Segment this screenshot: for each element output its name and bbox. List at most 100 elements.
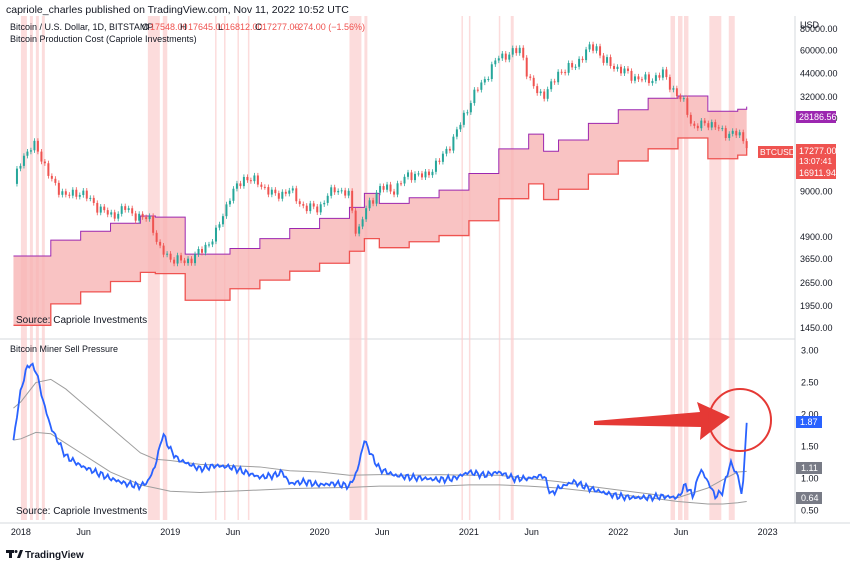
price-candle xyxy=(54,178,57,183)
price-candle xyxy=(441,153,444,162)
price-candle xyxy=(539,91,542,94)
price-candle xyxy=(29,150,32,152)
price-candle xyxy=(312,203,315,207)
price-candle xyxy=(145,217,148,220)
highlight-zone xyxy=(670,16,676,520)
ticker-label: BTCUSD xyxy=(760,147,795,157)
highlight-zone xyxy=(461,16,463,520)
price-candle xyxy=(400,183,403,185)
price-unit-label: USD xyxy=(800,20,820,30)
tradingview-logo-text: TradingView xyxy=(25,550,84,561)
price-tick-label: 1950.00 xyxy=(800,301,833,311)
sell-pressure-tick-label: 2.50 xyxy=(801,378,819,388)
price-candle xyxy=(647,74,650,84)
price-candle xyxy=(532,77,535,87)
price-candle xyxy=(668,77,671,90)
price-tick-label: 1450.00 xyxy=(800,323,833,333)
price-candle xyxy=(494,60,497,65)
time-tick-label: 2021 xyxy=(459,527,479,537)
price-candle xyxy=(106,210,109,215)
price-candle xyxy=(340,190,343,192)
price-candle xyxy=(263,186,266,188)
price-candle xyxy=(274,189,277,194)
price-candle xyxy=(365,208,368,220)
price-candle xyxy=(201,249,204,253)
price-candle xyxy=(284,191,287,194)
price-candle xyxy=(162,245,165,255)
price-candle xyxy=(232,188,235,201)
price-candle xyxy=(588,44,591,50)
price-candle xyxy=(330,187,333,196)
price-candle xyxy=(508,54,511,60)
price-candle xyxy=(745,141,748,149)
price-candle xyxy=(368,200,371,209)
price-candle xyxy=(267,187,270,195)
price-candle xyxy=(50,175,53,179)
price-candle xyxy=(124,206,127,210)
price-candle xyxy=(375,192,378,204)
price-panel xyxy=(13,41,748,326)
price-candle xyxy=(438,160,441,162)
price-candle xyxy=(75,189,78,197)
ohlc-low: 16812.00 xyxy=(225,22,263,32)
price-candle xyxy=(466,112,469,114)
price-candle xyxy=(469,103,472,113)
upper-band-value: 1.11 xyxy=(801,463,818,473)
price-candle xyxy=(633,76,636,81)
symbol-title: Bitcoin / U.S. Dollar, 1D, BITSTAMP xyxy=(10,22,153,32)
price-candle xyxy=(211,241,214,245)
price-candle xyxy=(721,128,724,130)
price-candle xyxy=(543,91,546,99)
price-tick-label: 3650.00 xyxy=(800,254,833,264)
price-candle xyxy=(417,173,420,175)
price-candle xyxy=(567,63,570,73)
lower-band-tag: 0.64 xyxy=(796,492,822,504)
annotation-arrow xyxy=(594,402,730,440)
tradingview-logo-icon xyxy=(6,550,23,558)
price-candle xyxy=(731,130,734,134)
last-price-tag: 17277.00 13:07:41 xyxy=(796,144,837,167)
price-candle xyxy=(682,98,685,100)
price-candle xyxy=(714,122,717,128)
price-candle xyxy=(379,186,382,193)
price-candle xyxy=(351,190,354,211)
sell-pressure-tick-label: 2.00 xyxy=(801,410,819,420)
price-candle xyxy=(717,127,720,129)
price-candle xyxy=(728,133,731,139)
price-candle xyxy=(382,186,385,190)
price-candle xyxy=(82,190,85,196)
price-candle xyxy=(742,132,745,142)
price-candle xyxy=(319,204,322,213)
price-candle xyxy=(337,190,340,193)
price-candle xyxy=(138,213,141,221)
sell-pressure-tick-label: 1.50 xyxy=(801,441,819,451)
price-candle xyxy=(253,175,256,182)
price-candle xyxy=(609,57,612,67)
price-candle xyxy=(155,232,158,242)
price-candle xyxy=(686,98,689,115)
price-candle xyxy=(36,140,39,152)
highlight-zone xyxy=(709,16,722,520)
price-candle xyxy=(637,76,640,80)
price-candle xyxy=(707,123,710,128)
price-candle xyxy=(291,188,294,191)
price-tick-label: 80000.00 xyxy=(800,24,838,34)
price-candle xyxy=(64,191,67,195)
price-candle xyxy=(536,86,539,94)
price-candle xyxy=(148,215,151,220)
price-tick-label: 9000.00 xyxy=(800,187,833,197)
price-candle xyxy=(606,57,609,63)
price-candle xyxy=(427,171,430,176)
price-candle xyxy=(546,89,549,99)
price-candle xyxy=(131,208,134,214)
highlight-zone xyxy=(678,16,683,520)
price-candle xyxy=(96,202,99,213)
price-candle xyxy=(344,190,347,196)
time-tick-label: 2018 xyxy=(11,527,31,537)
ohlc-readout: O 17548.00 H 17645.00 L 16812.00 C 17277… xyxy=(142,22,365,32)
price-candle xyxy=(372,200,375,204)
price-candle xyxy=(235,183,238,189)
price-candle xyxy=(724,128,727,139)
price-candle xyxy=(358,226,361,234)
price-candle xyxy=(452,136,455,151)
